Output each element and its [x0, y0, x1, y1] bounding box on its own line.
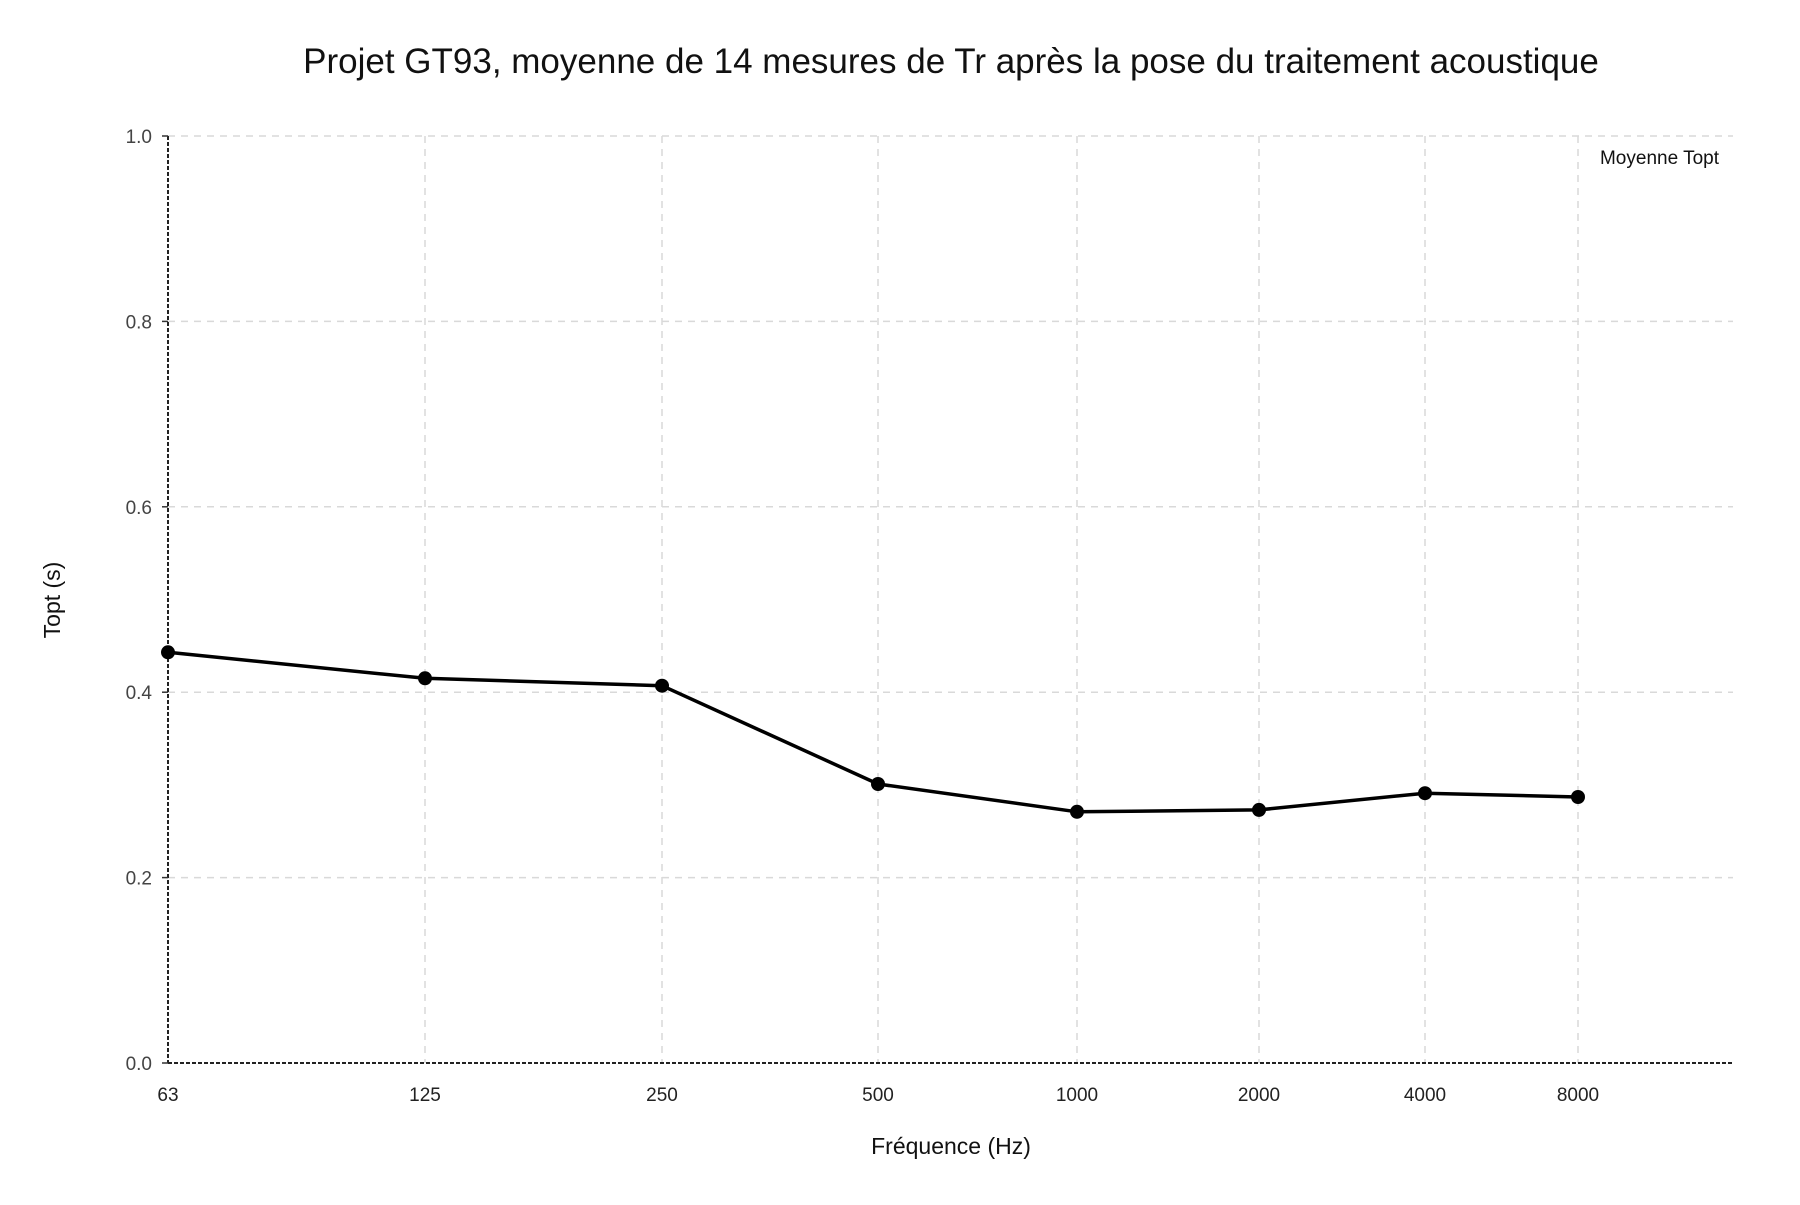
x-axis-ticks: 63 125 250 500 1000 2000 4000 8000	[157, 1085, 1599, 1106]
data-point	[1418, 786, 1432, 801]
x-tick-label: 4000	[1404, 1085, 1446, 1106]
series	[161, 645, 1585, 819]
y-tick-label: 0.0	[126, 1054, 152, 1075]
x-tick-label: 8000	[1557, 1085, 1599, 1106]
data-point	[1571, 790, 1585, 804]
legend-entry: Moyenne Topt	[1600, 148, 1720, 169]
x-tick-label: 1000	[1056, 1085, 1098, 1106]
data-point	[655, 678, 669, 693]
x-tick-label: 125	[409, 1085, 441, 1106]
y-axis-ticks: 0.0 0.2 0.4 0.6 0.8 1.0	[126, 127, 168, 1075]
y-tick-label: 0.6	[126, 498, 152, 519]
x-axis-title: Fréquence (Hz)	[871, 1133, 1031, 1159]
x-tick-label: 500	[862, 1085, 894, 1106]
axes	[167, 136, 1733, 1064]
grid	[168, 135, 1733, 1063]
x-tick-label: 63	[157, 1085, 178, 1106]
data-point	[418, 671, 432, 686]
data-point	[1252, 802, 1266, 817]
y-axis-title: Topt (s)	[39, 562, 65, 639]
data-point	[871, 777, 885, 791]
x-tick-label: 250	[646, 1085, 678, 1106]
data-point	[1070, 804, 1084, 819]
y-tick-label: 0.2	[126, 869, 152, 890]
y-tick-label: 1.0	[126, 127, 152, 148]
data-point	[161, 645, 175, 660]
x-tick-label: 2000	[1238, 1085, 1280, 1106]
chart-title: Projet GT93, moyenne de 14 mesures de Tr…	[303, 42, 1599, 81]
y-tick-label: 0.4	[126, 683, 153, 704]
series-line	[166, 650, 1580, 814]
y-tick-label: 0.8	[126, 312, 152, 333]
